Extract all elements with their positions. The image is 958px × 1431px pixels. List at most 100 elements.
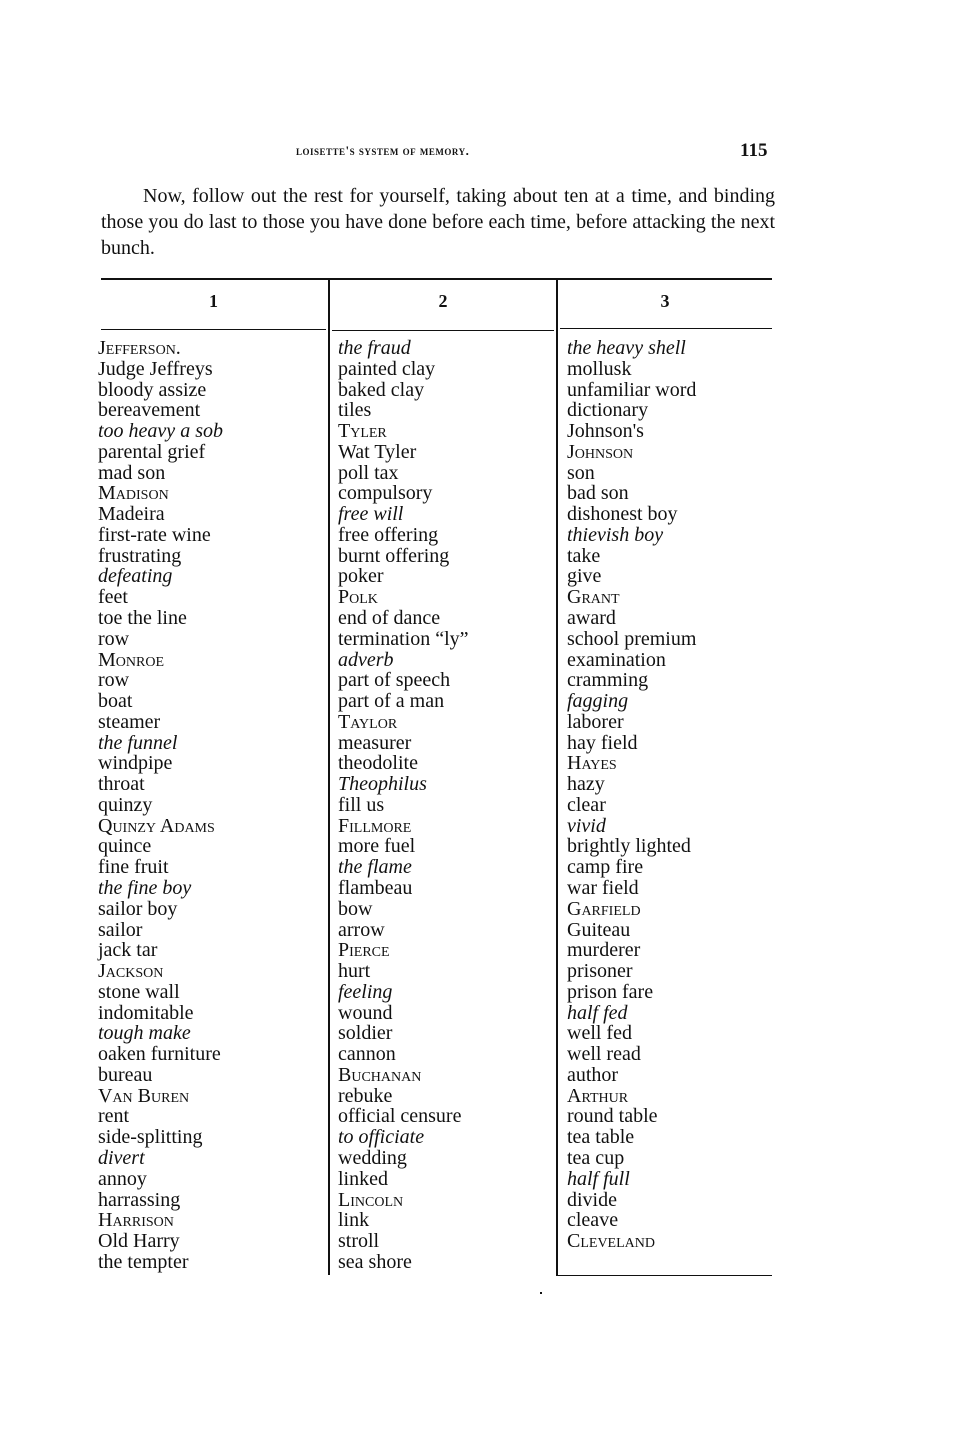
header-underline bbox=[560, 328, 772, 329]
list-item: well read bbox=[567, 1043, 641, 1066]
list-item: mollusk bbox=[567, 357, 632, 380]
list-item: brightly lighted bbox=[567, 835, 691, 858]
list-item: Harrison bbox=[98, 1209, 174, 1232]
list-item: first-rate wine bbox=[98, 523, 211, 546]
list-item: tea cup bbox=[567, 1147, 625, 1170]
header-underline bbox=[101, 329, 326, 330]
list-item: free offering bbox=[338, 523, 439, 546]
list-item: adverb bbox=[338, 648, 394, 671]
list-item: hazy bbox=[567, 773, 605, 796]
list-item: free will bbox=[338, 503, 404, 526]
table-bottom-rule bbox=[556, 1275, 772, 1276]
list-item: Garfield bbox=[567, 897, 641, 920]
list-item: quinzy bbox=[98, 793, 153, 816]
list-item: oaken furniture bbox=[98, 1043, 221, 1066]
list-item: too heavy a sob bbox=[98, 420, 223, 443]
list-item: linked bbox=[338, 1167, 388, 1190]
list-item: the heavy shell bbox=[567, 337, 686, 359]
list-item: more fuel bbox=[338, 835, 416, 858]
list-item: tea table bbox=[567, 1126, 635, 1149]
list-item: hurt bbox=[338, 960, 371, 983]
header-underline bbox=[332, 330, 554, 331]
list-item: poker bbox=[338, 565, 384, 588]
list-item: cramming bbox=[567, 669, 649, 692]
list-item: half full bbox=[567, 1167, 630, 1190]
list-item: clear bbox=[567, 793, 606, 816]
list-item: Jackson bbox=[98, 960, 164, 983]
list-item: boat bbox=[98, 690, 133, 713]
list-item: Wat Tyler bbox=[338, 440, 417, 463]
list-item: Johnson bbox=[567, 440, 634, 463]
list-item: take bbox=[567, 544, 601, 567]
list-item: feet bbox=[98, 586, 128, 609]
intro-paragraph: Now, follow out the rest for yourself, t… bbox=[101, 183, 775, 261]
table-top-rule bbox=[101, 278, 772, 280]
list-item: quince bbox=[98, 835, 152, 858]
list-item: war field bbox=[567, 877, 639, 900]
list-item: termination “ly” bbox=[338, 627, 469, 650]
list-item: poll tax bbox=[338, 461, 399, 484]
list-item: bow bbox=[338, 897, 373, 920]
list-item: award bbox=[567, 607, 616, 629]
list-item: the flame bbox=[338, 856, 412, 879]
list-item: annoy bbox=[98, 1167, 147, 1190]
list-item: toe the line bbox=[98, 607, 187, 629]
list-item: the tempter bbox=[98, 1250, 189, 1273]
list-item: give bbox=[567, 565, 602, 588]
list-item: half fed bbox=[567, 1001, 628, 1024]
list-item: bad son bbox=[567, 482, 629, 505]
list-item: Arthur bbox=[567, 1084, 629, 1107]
list-item: vivid bbox=[567, 814, 606, 837]
list-item: Cleveland bbox=[567, 1230, 655, 1253]
list-item: sailor boy bbox=[98, 897, 178, 920]
list-item: Taylor bbox=[338, 710, 398, 733]
list-item: murderer bbox=[567, 939, 641, 962]
list-item: fagging bbox=[567, 690, 629, 713]
page-number: 115 bbox=[740, 140, 768, 161]
running-head: Loisette's System of Memory. bbox=[296, 143, 470, 158]
list-item: Tyler bbox=[338, 420, 387, 443]
list-item: Van Buren bbox=[98, 1084, 190, 1107]
list-item: Madeira bbox=[98, 503, 165, 526]
list-item: sea shore bbox=[338, 1250, 412, 1273]
list-item: soldier bbox=[338, 1022, 393, 1045]
list-item: Pierce bbox=[338, 939, 390, 962]
list-item: side-splitting bbox=[98, 1126, 203, 1149]
list-item: flambeau bbox=[338, 877, 413, 900]
list-item: feeling bbox=[338, 980, 393, 1003]
list-item: mad son bbox=[98, 461, 166, 484]
list-item: Hayes bbox=[567, 752, 617, 775]
list-item: burnt offering bbox=[338, 544, 450, 567]
list-item: Grant bbox=[567, 586, 620, 609]
list-item: Buchanan bbox=[338, 1063, 422, 1086]
list-item: throat bbox=[98, 773, 145, 796]
list-item: bloody assize bbox=[98, 378, 207, 401]
list-item: Madison bbox=[98, 482, 169, 505]
list-item: Quinzy Adams bbox=[98, 814, 215, 837]
list-item: theodolite bbox=[338, 752, 418, 775]
list-item: well fed bbox=[567, 1022, 632, 1045]
list-item: painted clay bbox=[338, 357, 436, 380]
list-item: compulsory bbox=[338, 482, 433, 505]
list-item: Judge Jeffreys bbox=[98, 357, 213, 380]
list-item: stroll bbox=[338, 1230, 380, 1253]
list-item: prisoner bbox=[567, 960, 633, 983]
list-item: to officiate bbox=[338, 1126, 425, 1149]
list-item: Old Harry bbox=[98, 1230, 180, 1253]
list-item: Johnson's bbox=[567, 420, 644, 443]
list-item: Guiteau bbox=[567, 918, 631, 941]
intro-text: Now, follow out the rest for yourself, t… bbox=[101, 185, 775, 259]
list-item: rent bbox=[98, 1105, 130, 1128]
list-item: divide bbox=[567, 1188, 617, 1211]
list-item: windpipe bbox=[98, 752, 173, 775]
list-item: link bbox=[338, 1209, 370, 1232]
list-item: the fraud bbox=[338, 337, 411, 359]
list-item: cleave bbox=[567, 1209, 619, 1232]
list-item: part of speech bbox=[338, 669, 451, 692]
dot-mark bbox=[540, 1292, 542, 1294]
list-item: round table bbox=[567, 1105, 658, 1128]
list-item: the fine boy bbox=[98, 877, 192, 900]
list-item: harrassing bbox=[98, 1188, 181, 1211]
list-item: jack tar bbox=[98, 939, 158, 962]
list-item: tough make bbox=[98, 1022, 191, 1045]
